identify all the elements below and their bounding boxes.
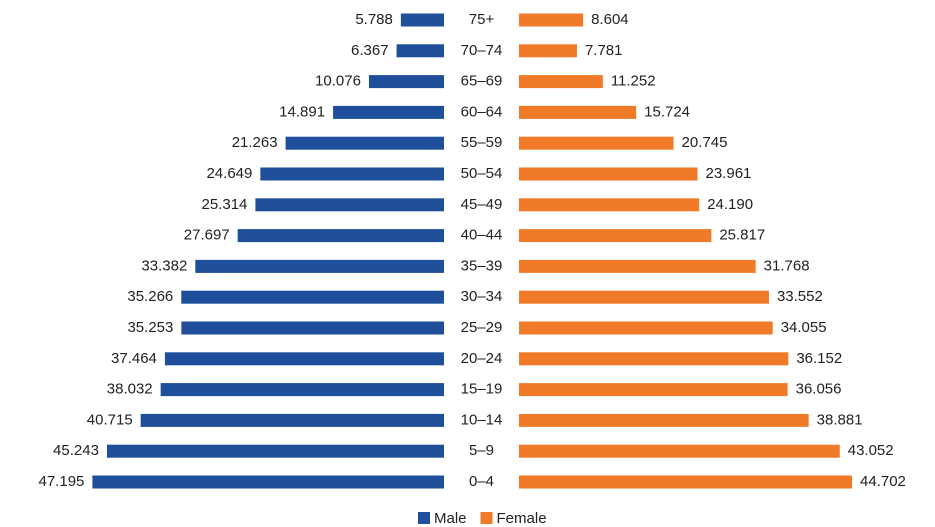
bar: [519, 475, 853, 489]
category-label: 50–54: [461, 165, 503, 182]
value-label: 34.055: [781, 319, 827, 336]
value-label: 14.891: [279, 103, 325, 120]
bar: [519, 290, 769, 304]
bar: [519, 383, 788, 397]
bar: [519, 75, 603, 89]
value-label: 33.382: [141, 257, 187, 274]
bar: [519, 105, 637, 119]
category-label: 10–14: [461, 411, 503, 428]
legend-swatch: [480, 512, 493, 524]
category-label: 35–39: [461, 257, 503, 274]
value-label: 8.604: [591, 11, 629, 28]
value-label: 33.552: [777, 288, 823, 305]
bar: [195, 259, 444, 273]
category-label: 45–49: [461, 196, 503, 213]
value-label: 23.961: [706, 165, 752, 182]
value-label: 27.697: [184, 227, 230, 244]
bar: [181, 290, 444, 304]
bar: [333, 105, 444, 119]
bar: [368, 75, 444, 89]
category-label: 20–24: [461, 350, 503, 367]
bar: [396, 44, 444, 58]
value-label: 15.724: [644, 103, 690, 120]
legend-swatch: [418, 512, 430, 524]
category-label: 5–9: [469, 442, 494, 459]
value-label: 21.263: [232, 134, 278, 151]
value-label: 11.252: [611, 73, 656, 90]
bar: [519, 13, 584, 27]
bar: [106, 444, 445, 458]
value-label: 35.253: [127, 319, 173, 336]
legend-label: Female: [497, 510, 547, 527]
value-label: 10.076: [315, 73, 361, 90]
value-label: 6.367: [351, 42, 389, 59]
bar: [519, 321, 773, 335]
legend-label: Male: [434, 510, 467, 527]
category-label: 75+: [469, 11, 495, 28]
category-label: 55–59: [461, 134, 503, 151]
value-label: 31.768: [764, 257, 810, 274]
bar: [519, 413, 809, 427]
bar: [400, 13, 444, 27]
value-label: 38.881: [817, 411, 863, 428]
category-label: 70–74: [461, 42, 503, 59]
value-label: 43.052: [848, 442, 894, 459]
bar: [519, 259, 756, 273]
value-label: 38.032: [107, 381, 153, 398]
bar: [519, 198, 700, 212]
value-label: 7.781: [585, 42, 623, 59]
value-label: 36.152: [796, 350, 842, 367]
bar: [519, 136, 674, 150]
bar: [519, 44, 577, 58]
bar: [260, 167, 444, 181]
category-label: 65–69: [461, 73, 503, 90]
category-label: 0–4: [469, 473, 494, 490]
value-label: 37.464: [111, 350, 157, 367]
bar: [160, 383, 444, 397]
bar: [255, 198, 444, 212]
bar: [285, 136, 444, 150]
bar: [237, 229, 444, 243]
bar: [519, 444, 840, 458]
value-label: 45.243: [53, 442, 99, 459]
value-label: 24.190: [707, 196, 753, 213]
bar: [181, 321, 444, 335]
bar: [92, 475, 444, 489]
value-label: 25.817: [719, 227, 765, 244]
category-label: 25–29: [461, 319, 503, 336]
value-label: 5.788: [355, 11, 393, 28]
bar: [519, 352, 789, 366]
value-label: 36.056: [796, 381, 842, 398]
value-label: 47.195: [39, 473, 85, 490]
value-label: 40.715: [87, 411, 133, 428]
value-label: 20.745: [682, 134, 728, 151]
value-label: 35.266: [127, 288, 173, 305]
value-label: 24.649: [206, 165, 252, 182]
bar: [164, 352, 445, 366]
category-label: 30–34: [461, 288, 503, 305]
bar: [519, 229, 712, 243]
value-label: 25.314: [202, 196, 248, 213]
category-label: 40–44: [461, 227, 503, 244]
bar: [140, 413, 444, 427]
value-label: 44.702: [860, 473, 906, 490]
bar: [519, 167, 698, 181]
category-label: 15–19: [461, 381, 503, 398]
category-label: 60–64: [461, 103, 503, 120]
